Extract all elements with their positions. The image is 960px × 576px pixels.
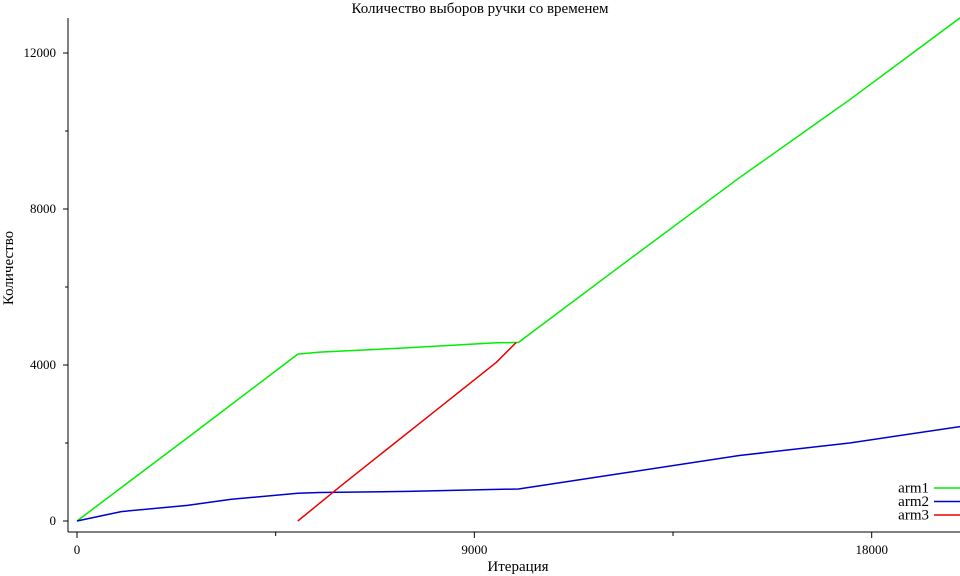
series-line-arm1	[76, 17, 960, 522]
legend-label-arm3: arm3	[898, 508, 929, 524]
x-tick-label: 9000	[461, 542, 487, 557]
axes: 0 4000 8000 12000 0 9000 18000	[24, 18, 960, 557]
x-tick-label: 0	[74, 542, 81, 557]
x-axis-label: Итерация	[487, 559, 548, 575]
y-tick-label: 4000	[30, 357, 56, 372]
y-tick-label: 12000	[24, 45, 57, 60]
y-tick-label: 8000	[30, 201, 56, 216]
legend-label-arm1: arm1	[898, 481, 929, 497]
y-tick-label: 0	[50, 513, 57, 528]
x-tick-label: 18000	[855, 542, 888, 557]
chart-title: Количество выборов ручки со временем	[351, 1, 609, 17]
series-line-arm2	[76, 425, 960, 522]
series-line-arm3	[297, 341, 517, 522]
series-layer	[76, 17, 960, 522]
y-axis-label: Количество	[1, 231, 17, 305]
legend-label-arm2: arm2	[898, 494, 929, 510]
